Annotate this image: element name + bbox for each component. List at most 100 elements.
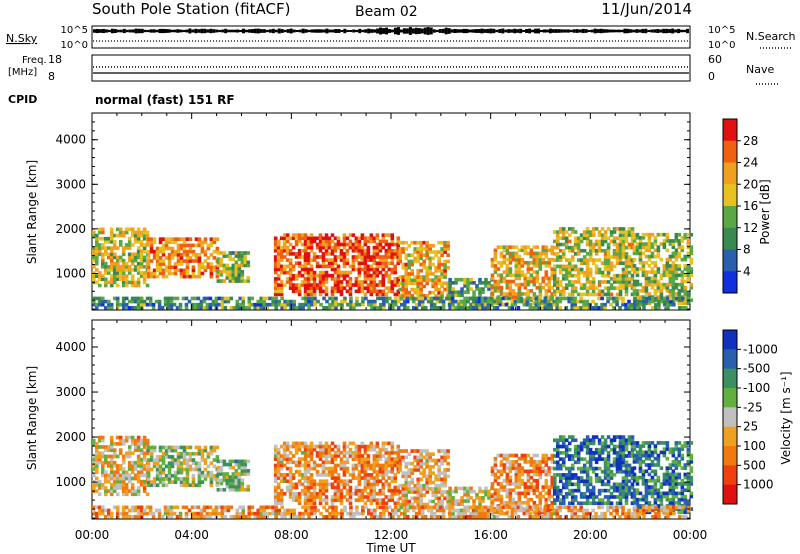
power-cell (624, 255, 629, 259)
power-cell (330, 245, 335, 250)
velocity-cell (130, 464, 135, 468)
velocity-cell (357, 488, 362, 493)
velocity-cell (567, 491, 572, 496)
velocity-cell (547, 466, 552, 470)
velocity-cell (416, 499, 421, 504)
power-cell (428, 278, 432, 282)
power-cell (490, 260, 495, 265)
velocity-cell (115, 454, 120, 459)
power-cell (437, 287, 441, 292)
velocity-cell (558, 435, 563, 439)
nsky-trace-segment (456, 29, 460, 33)
velocity-cell (161, 483, 166, 488)
velocity-cell (94, 448, 99, 452)
velocity-cell (115, 467, 120, 471)
velocity-cell (136, 454, 141, 459)
power-cell (152, 274, 157, 279)
power-cell (544, 289, 549, 293)
velocity-cell (425, 455, 429, 460)
power-colorbar-swatch (723, 206, 737, 229)
power-cell (546, 305, 551, 310)
power-cell (133, 258, 138, 263)
velocity-cell (502, 478, 507, 483)
velocity-cell (372, 444, 377, 449)
velocity-cell (318, 454, 323, 458)
power-cell (514, 251, 519, 256)
power-cell (416, 256, 421, 261)
velocity-cell (425, 474, 429, 479)
velocity-cell (508, 466, 513, 470)
power-cell (164, 246, 169, 251)
velocity-cell (378, 491, 383, 496)
power-cell (659, 273, 664, 278)
power-cell (384, 255, 389, 259)
power-cell (306, 283, 311, 287)
power-cell (537, 305, 542, 310)
nsky-trace-segment (233, 29, 237, 33)
power-cell (523, 248, 528, 253)
power-cell (285, 233, 290, 237)
power-cell (588, 292, 593, 297)
power-ytick-label: 4000 (55, 133, 86, 147)
velocity-cell (342, 479, 347, 484)
power-cell (579, 236, 584, 241)
power-cell (635, 242, 640, 246)
velocity-cell (136, 442, 141, 446)
velocity-cell (564, 482, 569, 487)
nsky-trace-segment (107, 29, 111, 33)
power-cell (633, 302, 637, 307)
power-cell (666, 299, 670, 304)
power-cell (677, 282, 682, 287)
velocity-cell (366, 473, 371, 477)
power-cell (630, 242, 635, 247)
power-cell (591, 227, 596, 231)
power-cell (567, 239, 572, 244)
velocity-cell (306, 501, 311, 506)
date-label: 11/Jun/2014 (601, 0, 692, 18)
velocity-cell (517, 456, 522, 461)
velocity-cell (200, 448, 205, 453)
velocity-cell (366, 447, 371, 452)
power-cell (133, 280, 138, 285)
power-cell (280, 302, 284, 307)
power-cell (318, 248, 323, 253)
velocity-cell (118, 438, 123, 443)
power-cell (457, 277, 461, 282)
velocity-cell (481, 499, 485, 503)
velocity-cell (544, 482, 549, 486)
velocity-cell (496, 494, 501, 499)
velocity-cell (419, 471, 423, 475)
velocity-cell (170, 455, 175, 459)
power-cell (660, 296, 664, 301)
velocity-cell (493, 488, 498, 493)
power-cell (333, 242, 338, 247)
velocity-cell (318, 498, 323, 502)
velocity-cell (94, 476, 99, 481)
power-cell (139, 233, 144, 238)
velocity-cell (342, 454, 347, 458)
velocity-cell (490, 500, 495, 505)
velocity-cell (416, 496, 421, 501)
velocity-cell (306, 454, 311, 458)
velocity-cell (499, 488, 504, 493)
power-cell (416, 281, 421, 286)
power-cell (203, 249, 208, 254)
power-cell (451, 305, 455, 310)
power-cell (443, 268, 447, 273)
velocity-cell (130, 492, 135, 497)
velocity-cell (215, 445, 220, 450)
power-cell (206, 243, 211, 248)
nsky-trace-segment (644, 28, 648, 34)
power-cell (381, 255, 386, 259)
velocity-cell (142, 473, 147, 478)
power-cell (109, 277, 114, 282)
velocity-cell (375, 469, 380, 474)
velocity-cell (276, 491, 281, 496)
power-cell (124, 274, 129, 278)
velocity-cell (167, 477, 172, 481)
power-cell (390, 280, 395, 284)
velocity-cell (330, 495, 335, 499)
velocity-cell (276, 476, 281, 480)
velocity-cell (561, 441, 566, 446)
velocity-cell (523, 494, 528, 499)
